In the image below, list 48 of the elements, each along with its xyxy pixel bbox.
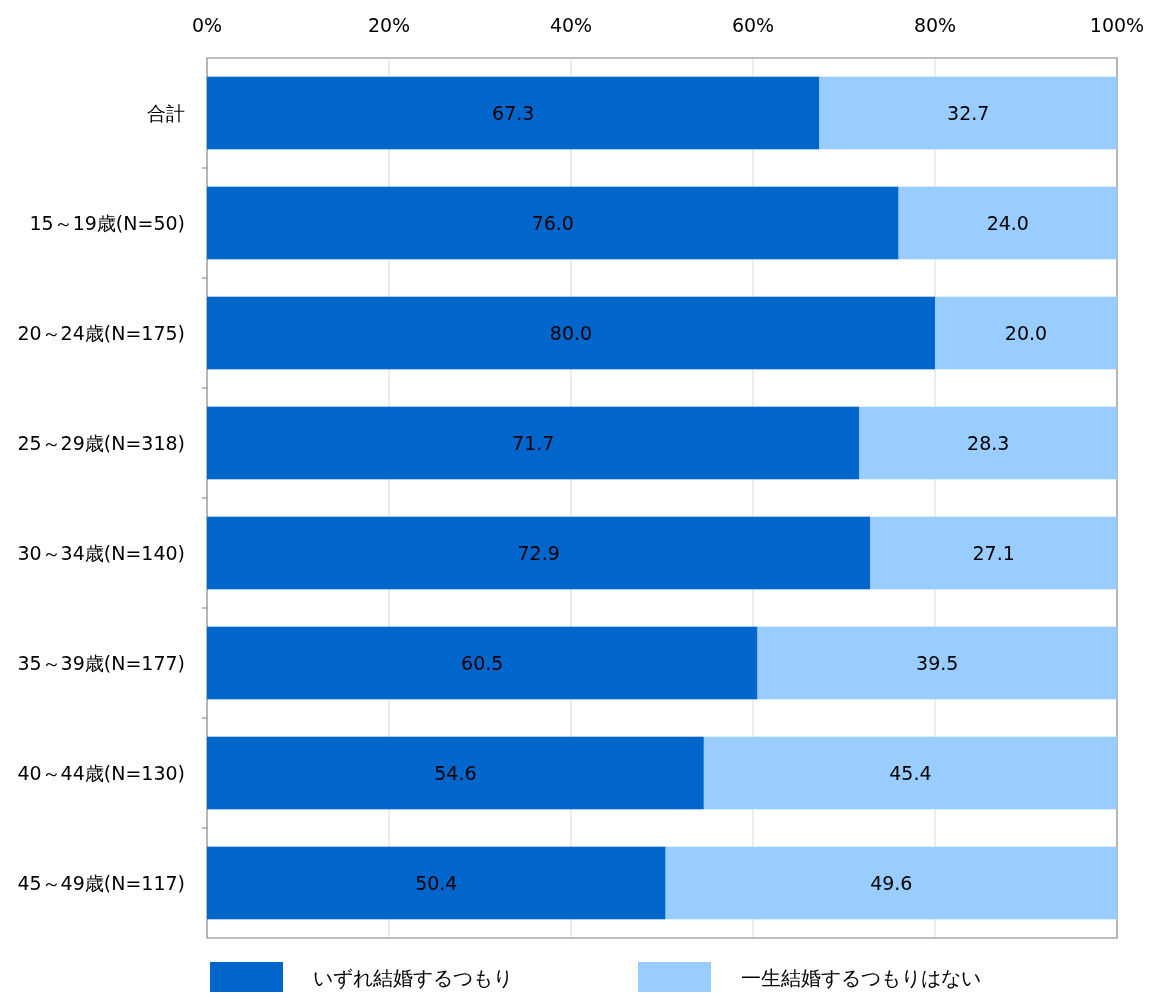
bar (207, 296, 935, 370)
data-label: 80.0 (549, 322, 593, 344)
bar (207, 626, 758, 700)
data-label: 39.5 (916, 652, 959, 674)
data-label: 54.6 (434, 762, 477, 784)
y-tick-label: 20～24歳(N=175) (17, 322, 185, 344)
data-label: 67.3 (492, 102, 535, 124)
bar (665, 846, 1117, 920)
data-label: 45.4 (889, 762, 932, 784)
bar (703, 736, 1117, 810)
bar (207, 736, 704, 810)
y-tick-label: 合計 (147, 102, 185, 124)
y-tick-label: 40～44歳(N=130) (17, 762, 185, 784)
data-label: 49.6 (870, 872, 913, 894)
y-tick-label: 15～19歳(N=50) (29, 212, 185, 234)
bar (757, 626, 1117, 700)
bar (870, 516, 1117, 590)
bar (819, 76, 1117, 150)
y-tick-label: 45～49歳(N=117) (17, 872, 185, 894)
bar (207, 186, 899, 260)
data-label: 71.7 (512, 432, 555, 454)
bar (859, 406, 1117, 480)
bar (935, 296, 1117, 370)
x-tick-label: 20% (367, 14, 411, 36)
x-tick-label: 100% (1089, 14, 1145, 36)
data-label: 27.1 (972, 542, 1015, 564)
data-label: 20.0 (1004, 322, 1048, 344)
legend-label: いずれ結婚するつもり (313, 966, 513, 990)
data-label: 32.7 (947, 102, 990, 124)
data-label: 72.9 (517, 542, 560, 564)
data-label: 24.0 (986, 212, 1029, 234)
bar (898, 186, 1117, 260)
data-label: 76.0 (531, 212, 574, 234)
x-tick-label: 40% (549, 14, 593, 36)
bar (207, 406, 860, 480)
legend-label: 一生結婚するつもりはない (741, 966, 981, 990)
data-label: 60.5 (461, 652, 504, 674)
bar (207, 76, 820, 150)
y-tick-label: 25～29歳(N=318) (17, 432, 185, 454)
bar (207, 846, 666, 920)
x-tick-label: 60% (731, 14, 775, 36)
y-tick-label: 35～39歳(N=177) (17, 652, 185, 674)
data-label: 28.3 (967, 432, 1010, 454)
x-tick-label: 80% (913, 14, 957, 36)
x-tick-label: 0% (191, 14, 223, 36)
y-tick-label: 30～34歳(N=140) (17, 542, 185, 564)
bar (207, 516, 871, 590)
data-label: 50.4 (415, 872, 458, 894)
